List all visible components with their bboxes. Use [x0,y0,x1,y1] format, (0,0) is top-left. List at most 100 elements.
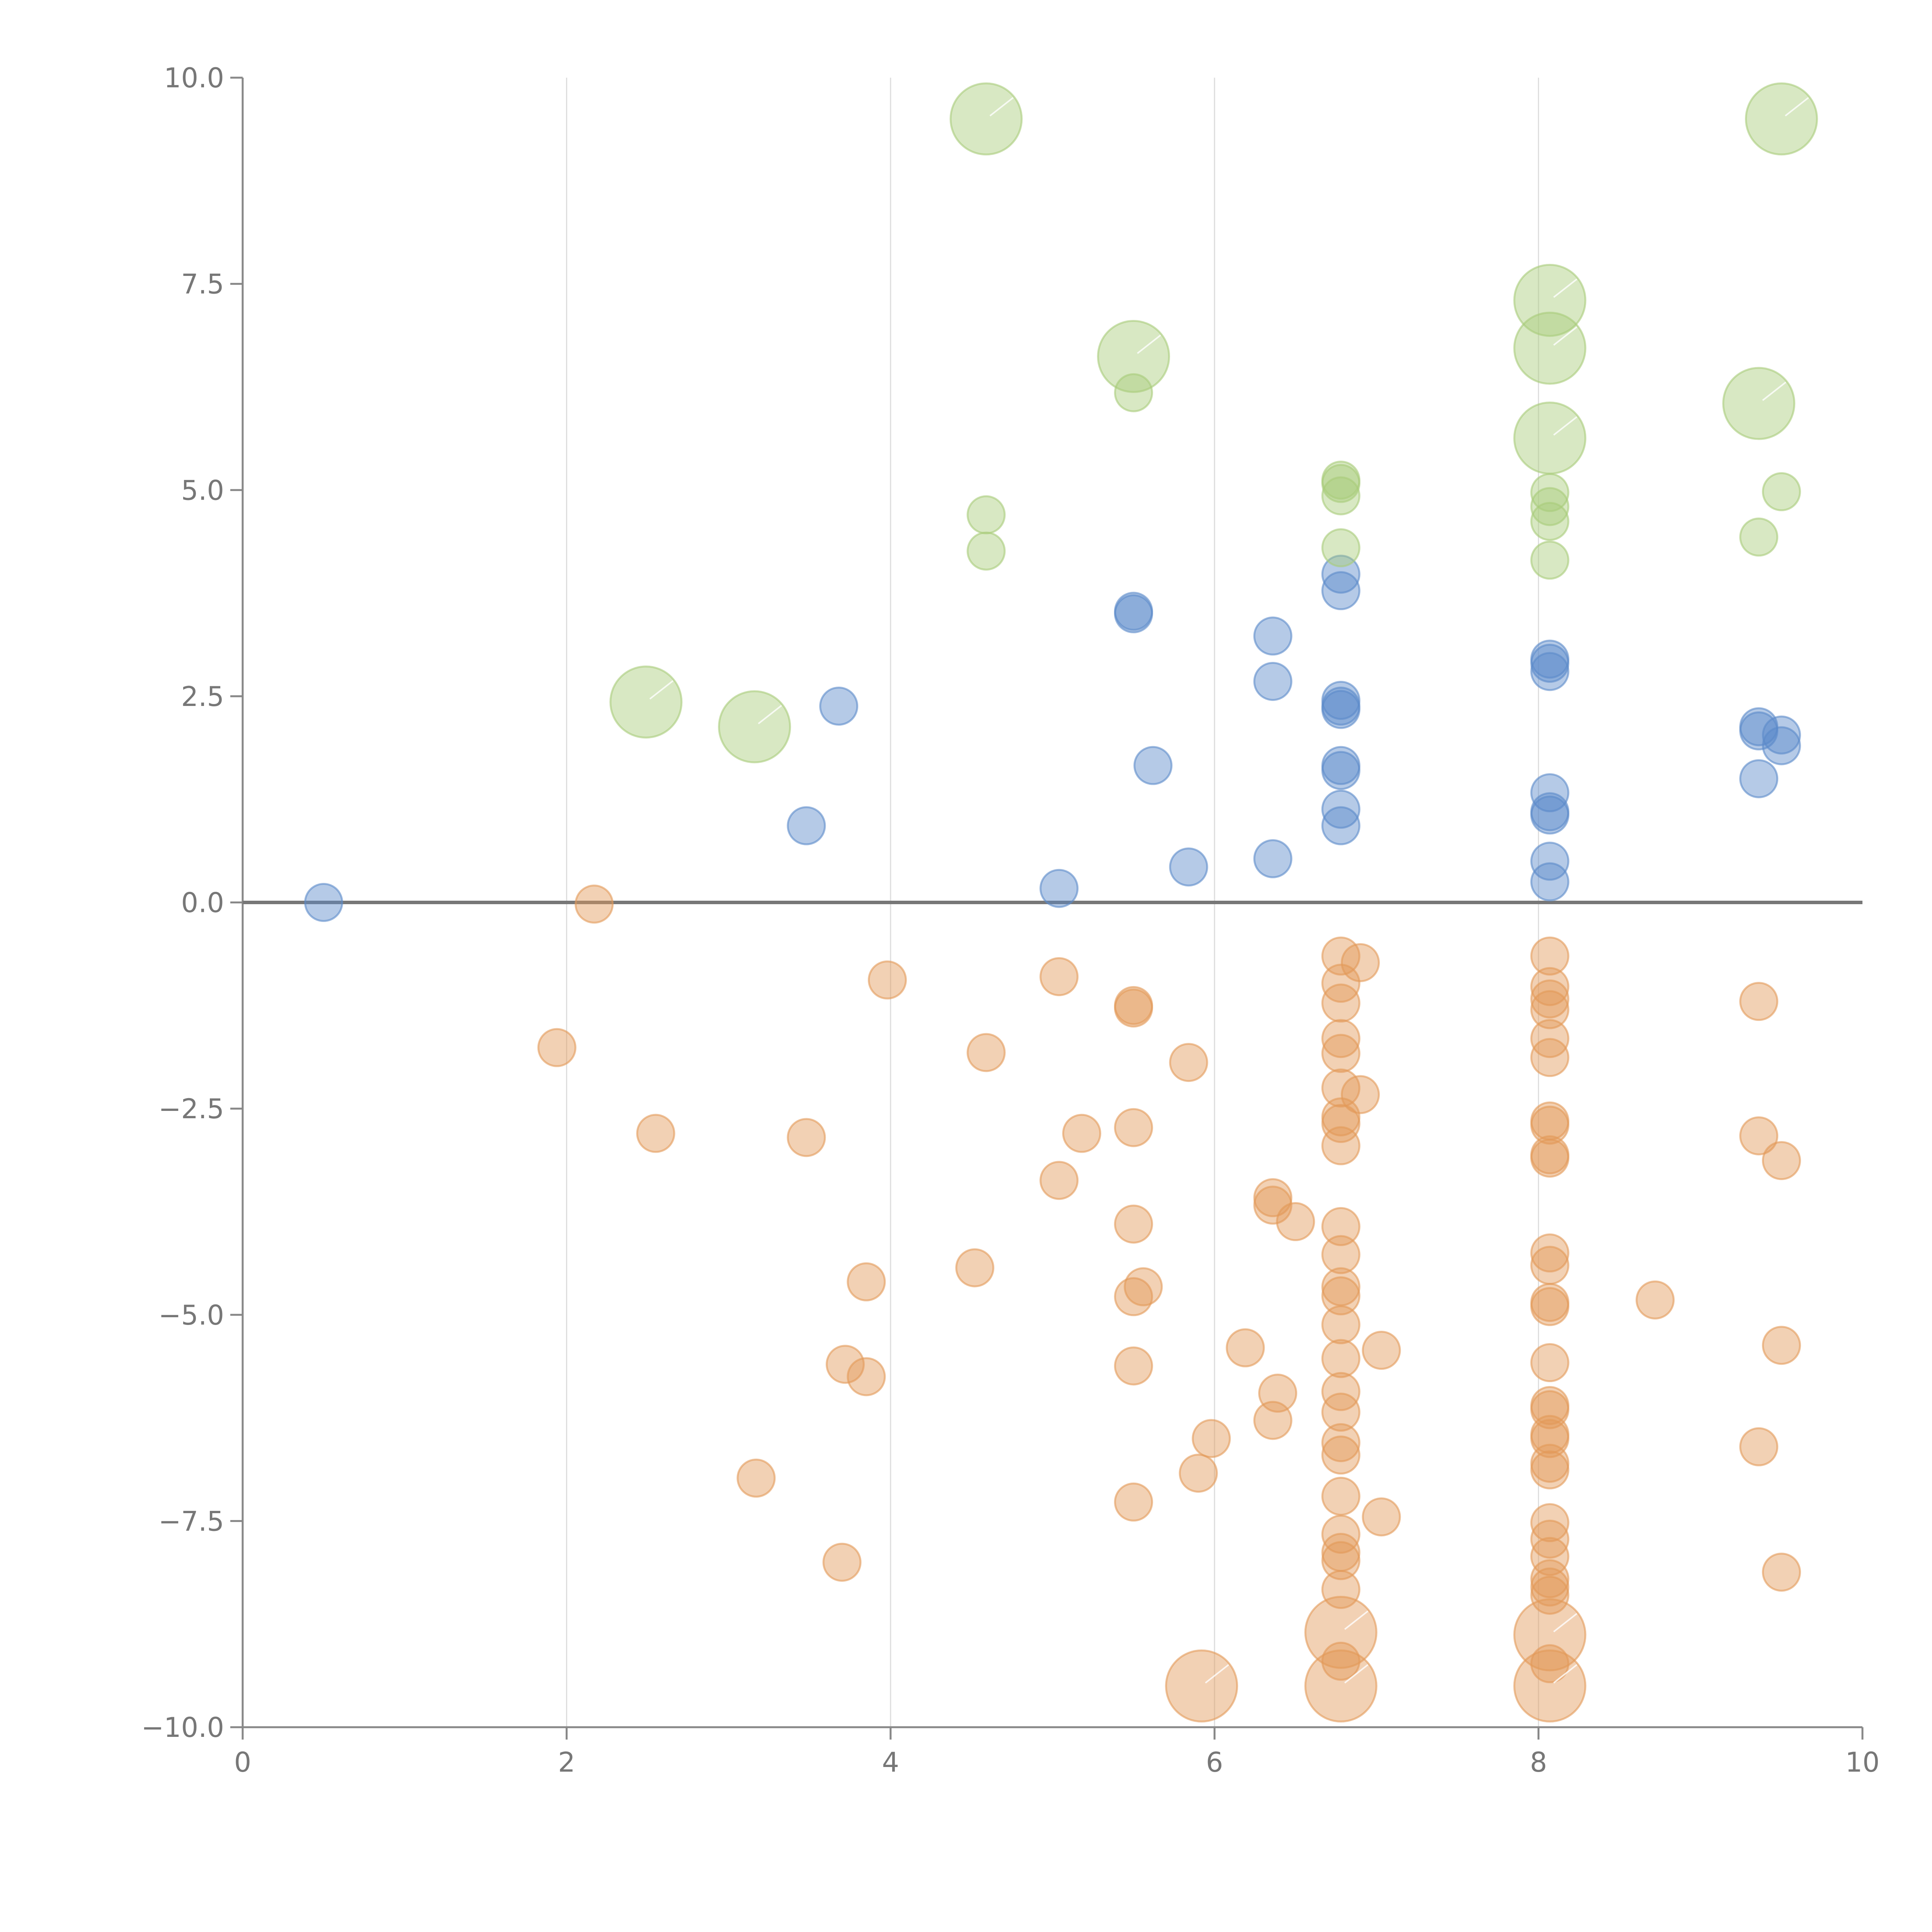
data-point-negative [1530,1575,1570,1615]
data-point-negative [575,884,614,924]
data-point-highlight [1321,464,1361,503]
data-point-negative [1762,1141,1801,1180]
data-point-negative [1739,982,1779,1021]
data-point-positive [1321,571,1361,611]
data-point-negative [1530,1567,1570,1607]
data-point-negative [1530,1287,1570,1326]
data-point-negative [1114,988,1153,1028]
leader-line [1553,1613,1578,1633]
data-point-negative [1321,983,1361,1023]
leader-line [1553,1664,1578,1684]
data-point-negative [1635,1280,1675,1320]
data-point-negative [1530,1138,1570,1178]
leader-line [1344,1610,1369,1630]
data-point-negative [1039,1161,1079,1200]
leader-line [1205,1664,1229,1684]
data-point-positive [819,686,859,726]
data-point-negative-large [1513,1598,1587,1672]
leader-line [1553,416,1578,436]
data-point-negative [1114,1346,1153,1386]
data-point-positive [1762,715,1801,755]
y-tick-label: −5.0 [158,1299,224,1331]
data-point-negative [537,1028,577,1067]
data-point-negative [1530,979,1570,1019]
y-tick-label: −2.5 [158,1093,224,1125]
data-point-negative [1321,1435,1361,1475]
leader-line [1553,278,1578,298]
data-point-positive [1321,806,1361,845]
data-point-positive [787,806,826,845]
data-point-highlight-large [609,665,683,739]
data-point-positive [1530,862,1570,901]
data-point-negative [1114,1108,1153,1147]
data-point-positive [1039,869,1079,908]
data-point-negative [1762,1553,1801,1592]
data-point-positive [1114,592,1153,631]
data-point-positive [1253,839,1293,878]
data-point-negative [1321,1034,1361,1073]
data-point-negative [1739,1116,1779,1156]
data-point-negative [1321,964,1361,1003]
x-tick-label: 4 [882,1747,900,1778]
data-point-highlight [1321,476,1361,515]
data-point-negative [1321,1423,1361,1463]
data-point-positive [1253,662,1293,701]
data-point-positive [1530,842,1570,881]
data-point-negative [1530,990,1570,1029]
data-point-negative-large [1513,1649,1587,1723]
data-point-negative [1321,1372,1361,1411]
data-point-negative [1192,1419,1231,1458]
data-point-positive [1739,759,1779,798]
data-point-negative [1530,1519,1570,1559]
data-point-positive [1169,847,1208,887]
data-point-positive [1321,686,1361,726]
data-point-negative [825,1345,865,1384]
data-point-negative [1226,1328,1265,1367]
data-point-negative [1062,1114,1101,1153]
data-point-negative [1124,1267,1163,1306]
data-point-negative [847,1357,886,1396]
data-point-negative [1362,1331,1401,1370]
data-point-highlight-large [1513,401,1587,475]
data-point-negative [1340,1075,1380,1114]
data-point-highlight [966,531,1006,571]
data-point-negative-large [1304,1649,1378,1723]
data-point-negative [736,1458,776,1498]
leader-line [1762,381,1786,401]
data-point-positive [1530,643,1570,683]
leader-line [649,680,674,700]
data-point-negative [1253,1401,1293,1440]
data-point-highlight-large [718,690,791,764]
data-point-negative-large [1165,1649,1238,1723]
data-point-negative [1530,1038,1570,1077]
data-point-highlight [1530,541,1570,580]
data-point-negative [1530,1537,1570,1576]
y-tick-label: 0.0 [181,887,224,919]
data-point-negative [822,1543,862,1582]
data-point-negative [1321,1235,1361,1274]
data-point-positive [1133,746,1173,785]
leader-line [758,705,782,724]
data-point-negative [1530,1343,1570,1383]
data-point-highlight-large [1745,82,1818,156]
data-point-negative [636,1114,675,1153]
leader-line [1785,97,1809,117]
data-point-negative [1530,1644,1570,1684]
data-point-positive [1321,751,1361,790]
y-tick-label: −10.0 [141,1712,224,1743]
data-point-negative [1340,943,1380,982]
data-point-negative [1114,1204,1153,1244]
data-point-positive [1762,726,1801,765]
y-tick-label: 2.5 [181,681,224,713]
x-tick-label: 8 [1530,1747,1547,1778]
data-point-negative [1530,967,1570,1006]
y-tick-label: −7.5 [158,1505,224,1537]
data-point-negative [1321,1393,1361,1432]
data-point-negative [1530,1105,1570,1145]
data-point-negative [1321,1541,1361,1580]
data-point-negative [966,1033,1006,1072]
data-point-negative [1530,1246,1570,1285]
data-point-positive [1253,616,1293,656]
data-point-negative-large [1304,1596,1378,1669]
data-point-negative [1276,1202,1315,1242]
